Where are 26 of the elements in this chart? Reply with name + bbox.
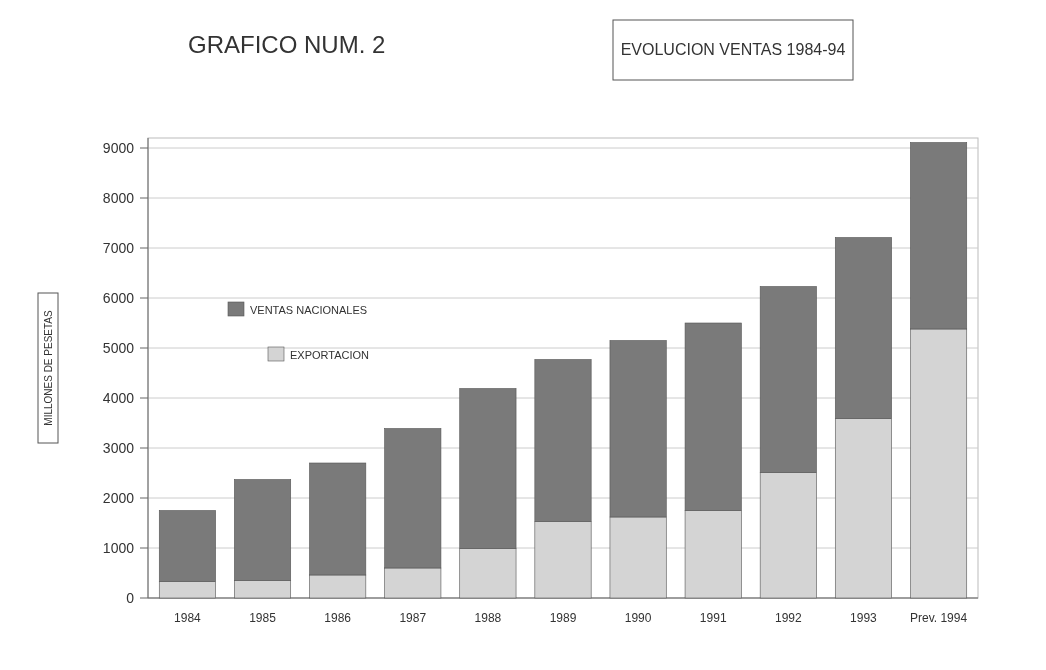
x-tick-label: 1992	[774, 611, 803, 625]
legend-label: EXPORTACION	[290, 349, 370, 361]
x-tick-label: 1985	[249, 611, 277, 625]
x-tick-label: 1988	[474, 611, 502, 625]
y-tick-label: 0	[126, 590, 135, 606]
y-tick-label: 6000	[102, 290, 135, 306]
y-tick-label: 9000	[102, 140, 135, 156]
x-tick-label: 1987	[399, 611, 427, 625]
y-tick-label: 2000	[102, 490, 135, 506]
y-tick-label: 5000	[102, 340, 135, 356]
x-tick-label: 1986	[324, 611, 352, 625]
y-tick-label: 8000	[102, 190, 135, 206]
x-tick-label: 1990	[624, 611, 652, 625]
chart-subtitle: EVOLUCION VENTAS 1984-94	[620, 41, 846, 58]
y-tick-label: 1000	[102, 540, 135, 556]
x-tick-label: 1993	[850, 611, 878, 625]
y-tick-label: 3000	[102, 440, 135, 456]
x-tick-label: 1989	[549, 611, 577, 625]
x-tick-label: Prev. 1994	[909, 611, 968, 625]
x-tick-label: 1991	[699, 611, 727, 625]
x-tick-label: 1984	[174, 611, 202, 625]
chart-title: GRAFICO NUM. 2	[188, 31, 386, 58]
y-tick-label: 7000	[102, 240, 135, 256]
y-tick-label: 4000	[102, 390, 135, 406]
legend-label: VENTAS NACIONALES	[250, 304, 368, 316]
y-axis-title: MILLONES DE PESETAS	[43, 309, 54, 426]
